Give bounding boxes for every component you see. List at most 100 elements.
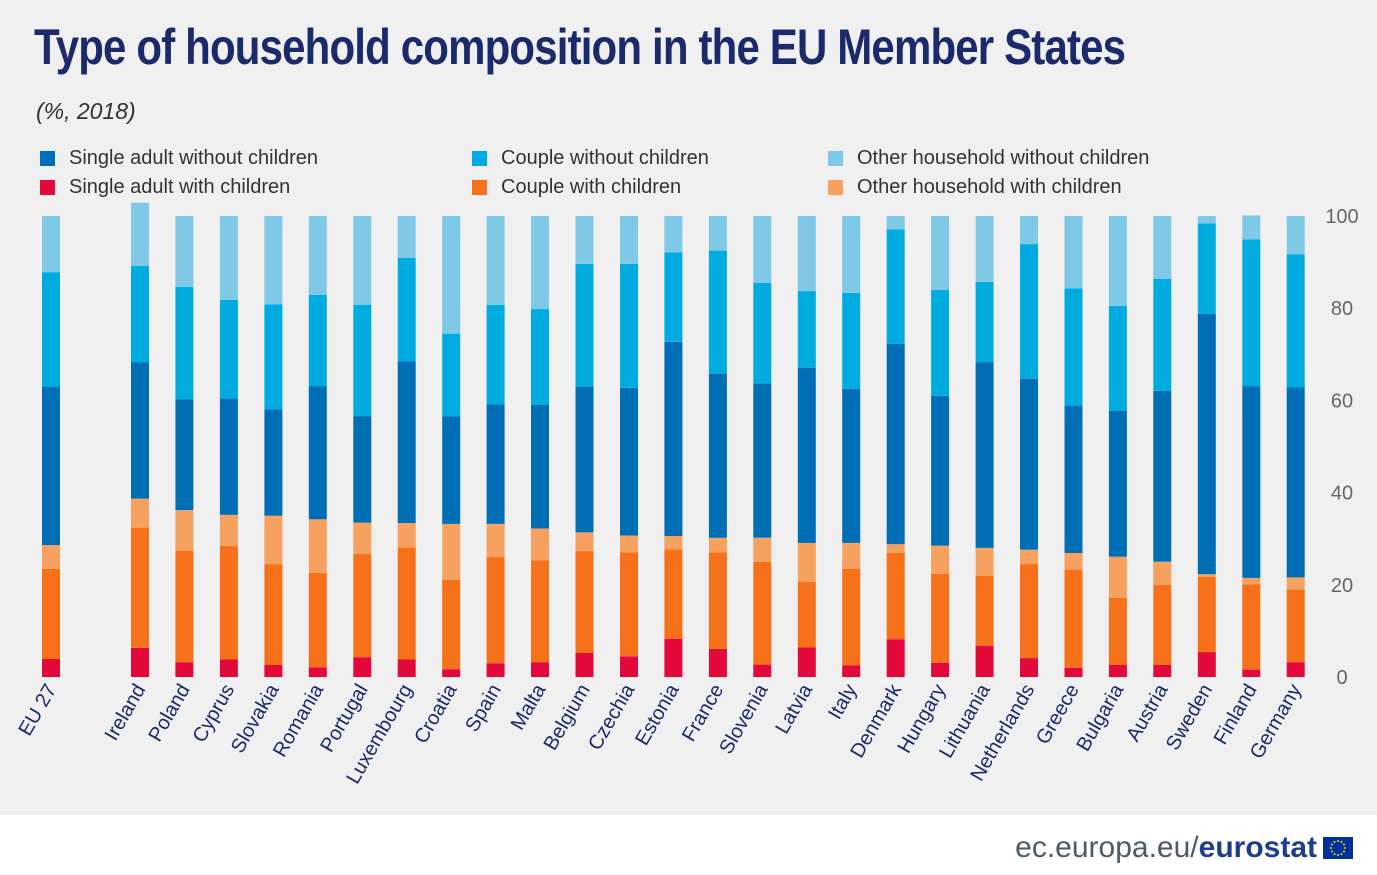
bar-segment [42,659,60,677]
bar-segment [931,289,950,396]
legend-item: Other household without children [828,144,1149,172]
bar-segment [931,216,950,290]
bar-segment [1242,669,1261,677]
bar-segment [353,657,372,677]
bar-segment [931,545,950,574]
bar-segment [1153,216,1172,279]
bar-segment [353,522,372,554]
bar-segment [753,561,772,665]
bar-segment [1064,216,1083,289]
bar-segment [1020,216,1038,245]
bar-segment [264,515,283,565]
bar-segment [1064,288,1083,406]
bar-segment [531,216,549,310]
bar-segment [620,656,638,677]
bar-segment [308,386,327,520]
bar-segment [1197,574,1216,577]
bar-segment [886,544,905,553]
category-label: Croatia [410,680,462,748]
bar-segment [353,416,372,523]
bar-segment [842,568,861,666]
bar-segment [219,398,238,515]
legend-swatch [472,179,487,195]
bar-segment [931,662,950,677]
bar-segment [842,388,861,543]
legend-item: Couple without children [472,144,709,172]
y-tick-label: 20 [1331,575,1353,597]
bar-segment [131,648,149,677]
bar-segment [442,333,461,417]
bar-segment [1242,215,1261,240]
legend: Single adult without children Single adul… [40,144,1340,204]
y-tick-label: 80 [1331,298,1353,320]
bar-segment [797,291,816,368]
bar-segment [42,545,60,569]
legend-swatch [828,150,843,166]
legend-item: Single adult without children [40,144,318,172]
bar-segment [975,645,994,677]
legend-item: Couple with children [472,173,681,201]
bar-segment [219,514,238,546]
bar-segment [486,663,505,677]
bar-segment [620,552,638,657]
bar-segment [708,537,727,553]
legend-label: Couple with children [501,175,682,198]
stacked-bar-chart: EU 27 IrelandPolandCyprusSlovakiaRomaniaP… [14,202,1359,788]
footer-brand[interactable]: eurostat [1198,831,1317,864]
bar-segment [575,653,594,677]
bar-segment [397,216,416,258]
bar-segment [397,523,416,548]
legend-swatch [40,150,55,166]
bar-segment [397,659,416,677]
category-label: Latvia [771,680,817,738]
category-label: Estonia [631,680,684,750]
bar-segment [531,560,549,663]
bar-segment [1064,569,1083,668]
bar-segment [797,582,816,648]
eu-flag-icon [1323,837,1353,859]
bar-segment [1286,589,1305,663]
bar-segment [1020,549,1038,565]
bar-segment [353,305,372,417]
bar-segment [308,519,327,573]
bar-segment [264,304,283,410]
bar-segment [42,272,60,387]
bar-segment [842,665,861,677]
bar-segment [886,639,905,677]
bar-segment [131,498,149,528]
footer: ec.europa.eu/ eurostat [1015,828,1353,868]
bar-segment [397,547,416,660]
bar-segment [575,551,594,653]
bar-segment [753,537,772,562]
footer-domain[interactable]: ec.europa.eu/ [1015,831,1199,864]
bar-segment [1108,556,1127,598]
y-tick-label: 40 [1331,483,1353,505]
bar-segment [797,647,816,677]
bar-segment [308,667,327,677]
bar-segment [308,572,327,668]
bar-segment [1286,387,1305,578]
legend-label: Other household with children [857,175,1122,198]
bar-segment [975,547,994,576]
bar-segment [1153,561,1172,585]
bar-segment [664,638,683,677]
bar-segment [1153,278,1172,391]
bar-segment [620,388,638,536]
bar-segment [575,532,594,552]
bar-segment [1020,658,1038,677]
bar-segment [131,202,149,266]
bar-segment [620,216,638,264]
bar-segment [1108,305,1127,411]
bar-segment [353,553,372,658]
bar-segment [486,404,505,524]
bar-segment [353,216,372,305]
bar-segment [131,362,149,499]
bar-segment [486,305,505,405]
bar-segment [1242,577,1261,585]
bar-segment [664,535,683,550]
bar-segment [842,293,861,389]
bar-segment [797,542,816,582]
bar-segment [1020,378,1038,550]
chart-subtitle: (%, 2018) [36,98,136,124]
bar-segment [531,405,549,529]
